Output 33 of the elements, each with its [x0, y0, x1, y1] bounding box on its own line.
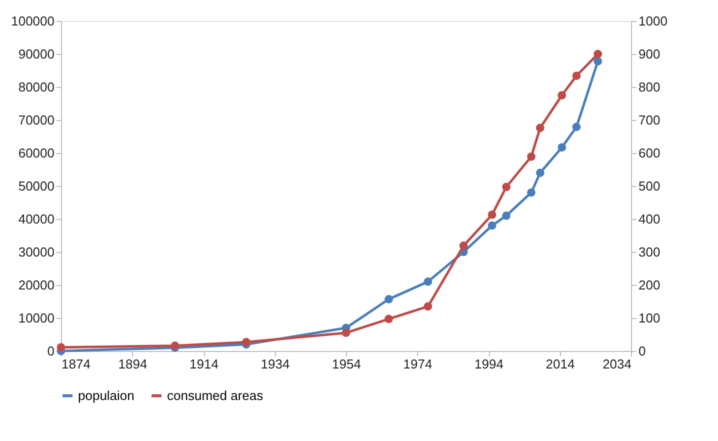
x-tick-label: 1894	[118, 356, 148, 372]
y2-tick-label: 800	[638, 80, 660, 94]
x-tick-label: 1914	[190, 356, 218, 372]
y2-tick-label: 0	[638, 344, 646, 358]
x-tick-label: 2014	[546, 356, 575, 372]
x-tick-label: 1934	[260, 356, 290, 372]
y-tick-label: 10000	[18, 310, 54, 326]
y-tick-label: 90000	[18, 46, 54, 62]
y2-tick-label: 1000	[638, 14, 668, 28]
y-tick-label: 20000	[18, 278, 54, 292]
y-tick-label: 0	[47, 344, 54, 358]
x-tick-label: 1874	[62, 356, 90, 372]
legend-label: populaion	[78, 388, 134, 403]
y2-tick-label: 900	[638, 46, 660, 62]
y2-tick-label: 500	[638, 178, 660, 194]
legend-label: consumed areas	[167, 388, 264, 403]
y-tick-label: 40000	[18, 212, 54, 226]
y2-tick-label: 200	[638, 278, 660, 292]
y2-tick-label: 700	[638, 112, 660, 128]
x-tick-label: 1954	[332, 356, 361, 372]
y2-tick-label: 400	[638, 212, 660, 226]
x-tick-label: 1974	[403, 356, 432, 372]
y2-tick-label: 300	[638, 244, 660, 260]
y-tick-label: 80000	[18, 80, 54, 94]
y-tick-label: 30000	[18, 244, 54, 260]
y2-tick-label: 600	[638, 146, 660, 160]
x-tick-label: 1994	[474, 356, 504, 372]
x-tick-label: 2034	[602, 356, 632, 372]
y2-tick-label: 100	[638, 310, 660, 326]
y-tick-label: 60000	[18, 146, 54, 160]
y-tick-label: 50000	[18, 178, 54, 194]
y-tick-label: 100000	[11, 14, 54, 28]
y-tick-label: 70000	[18, 112, 54, 128]
